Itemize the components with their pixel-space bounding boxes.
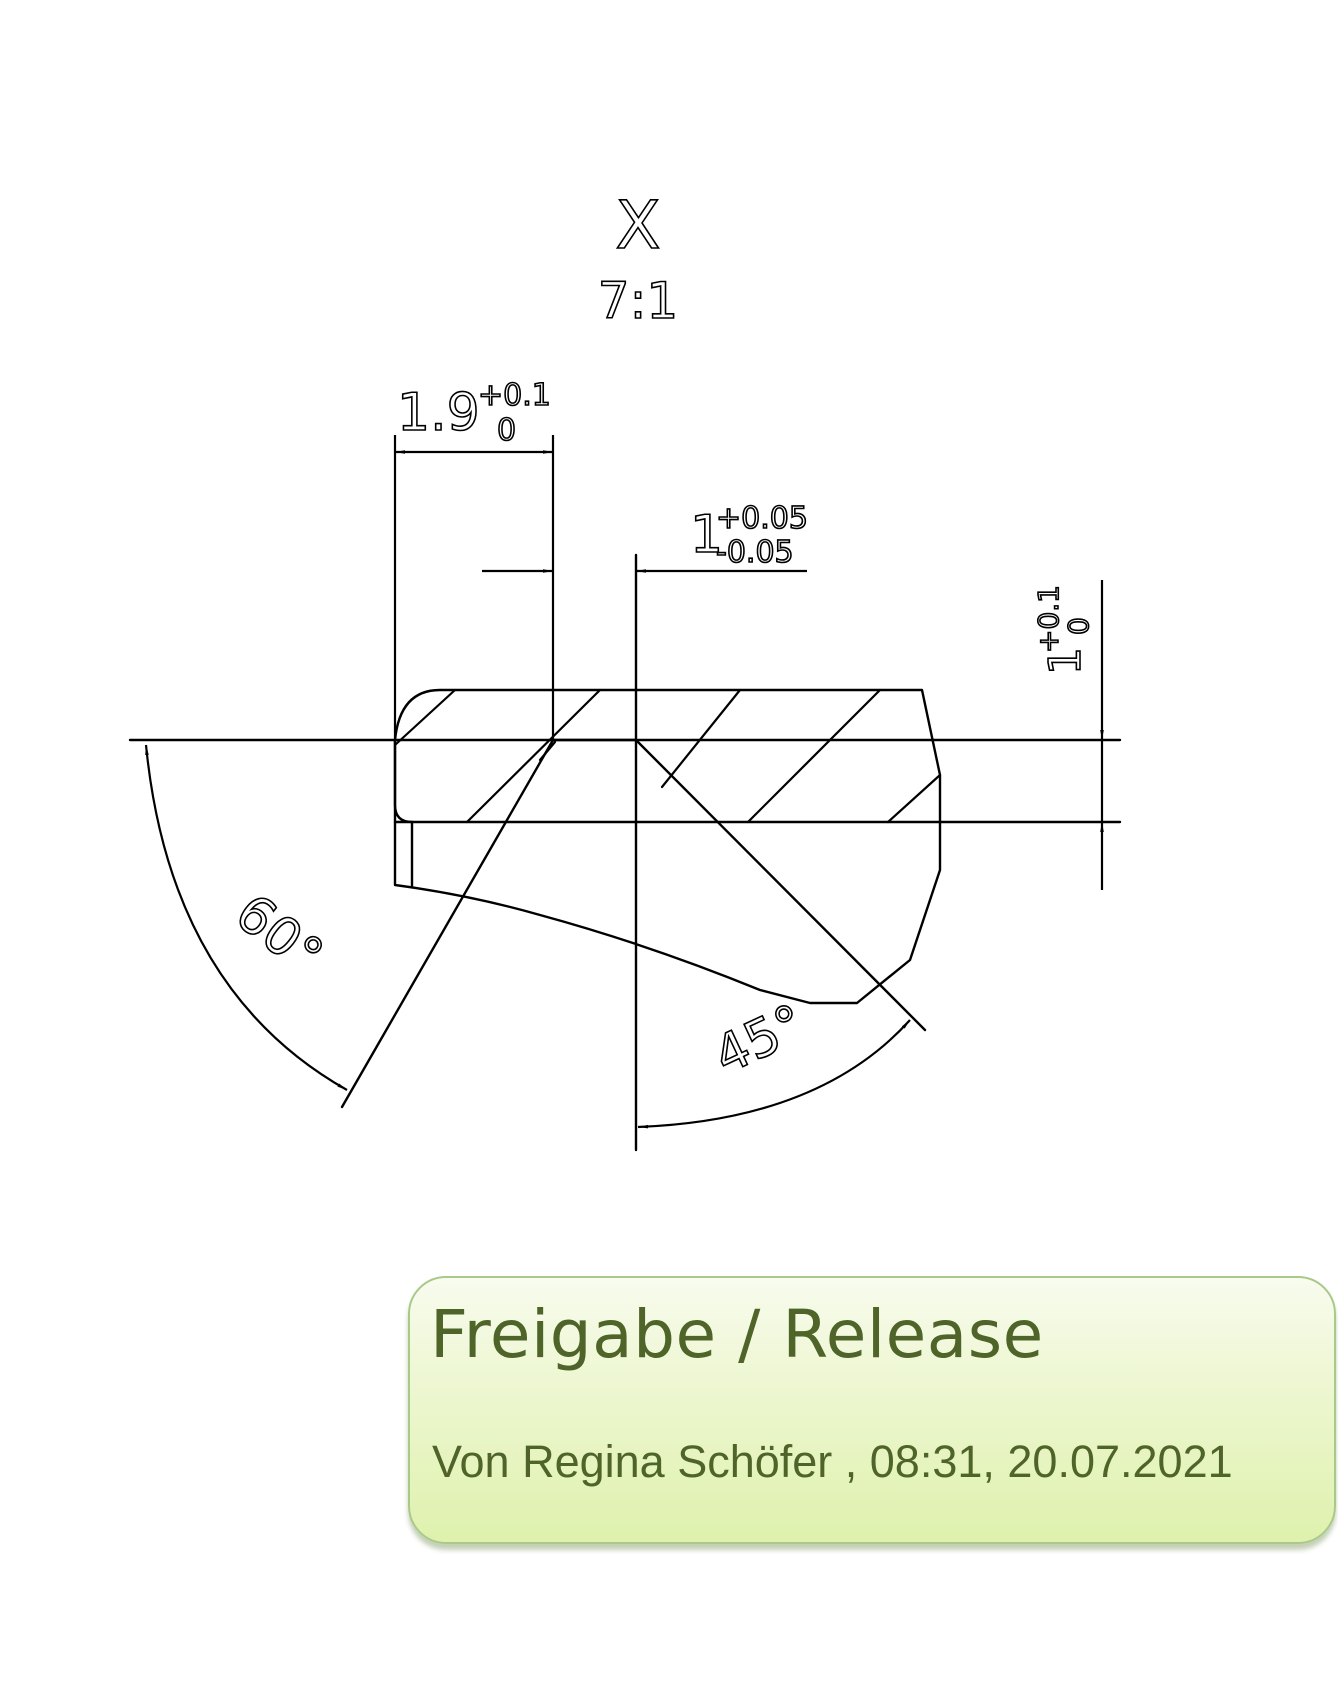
- groove-left-flank: [340, 738, 555, 1109]
- offset-lower-tol: -0.05: [716, 535, 794, 570]
- width-nominal: 1.9: [397, 383, 480, 443]
- left-notch: [393, 738, 414, 824]
- angle-60-arc: [144, 744, 348, 1091]
- release-title: Freigabe / Release: [430, 1296, 1044, 1373]
- angle-60-label: 60°: [224, 883, 334, 987]
- release-stamp: Freigabe / Release Von Regina Schöfer , …: [408, 1276, 1336, 1544]
- offset-upper-tol: +0.05: [716, 501, 808, 536]
- offset-nominal: 1: [690, 505, 723, 565]
- width-lower-tol: 0: [497, 413, 516, 448]
- detail-label: X: [615, 187, 660, 264]
- angle-45-label: 45°: [705, 993, 814, 1086]
- part-top-edge: [393, 688, 942, 1005]
- dimension-width: [393, 435, 555, 740]
- height-lower-tol: 0: [1062, 617, 1095, 635]
- part-geometry: [128, 553, 1122, 1152]
- detail-scale: 7:1: [598, 272, 678, 330]
- groove-right-flank: [634, 738, 927, 1032]
- release-info: Von Regina Schöfer , 08:31, 20.07.2021: [432, 1436, 1233, 1487]
- section-hatching: [393, 688, 942, 824]
- width-upper-tol: +0.1: [478, 378, 551, 413]
- height-label-group: 1 +0.1 0: [1031, 584, 1096, 676]
- angle-45-arc: [637, 1019, 911, 1129]
- height-upper-tol: +0.1: [1032, 585, 1065, 653]
- height-nominal: 1: [1040, 647, 1091, 675]
